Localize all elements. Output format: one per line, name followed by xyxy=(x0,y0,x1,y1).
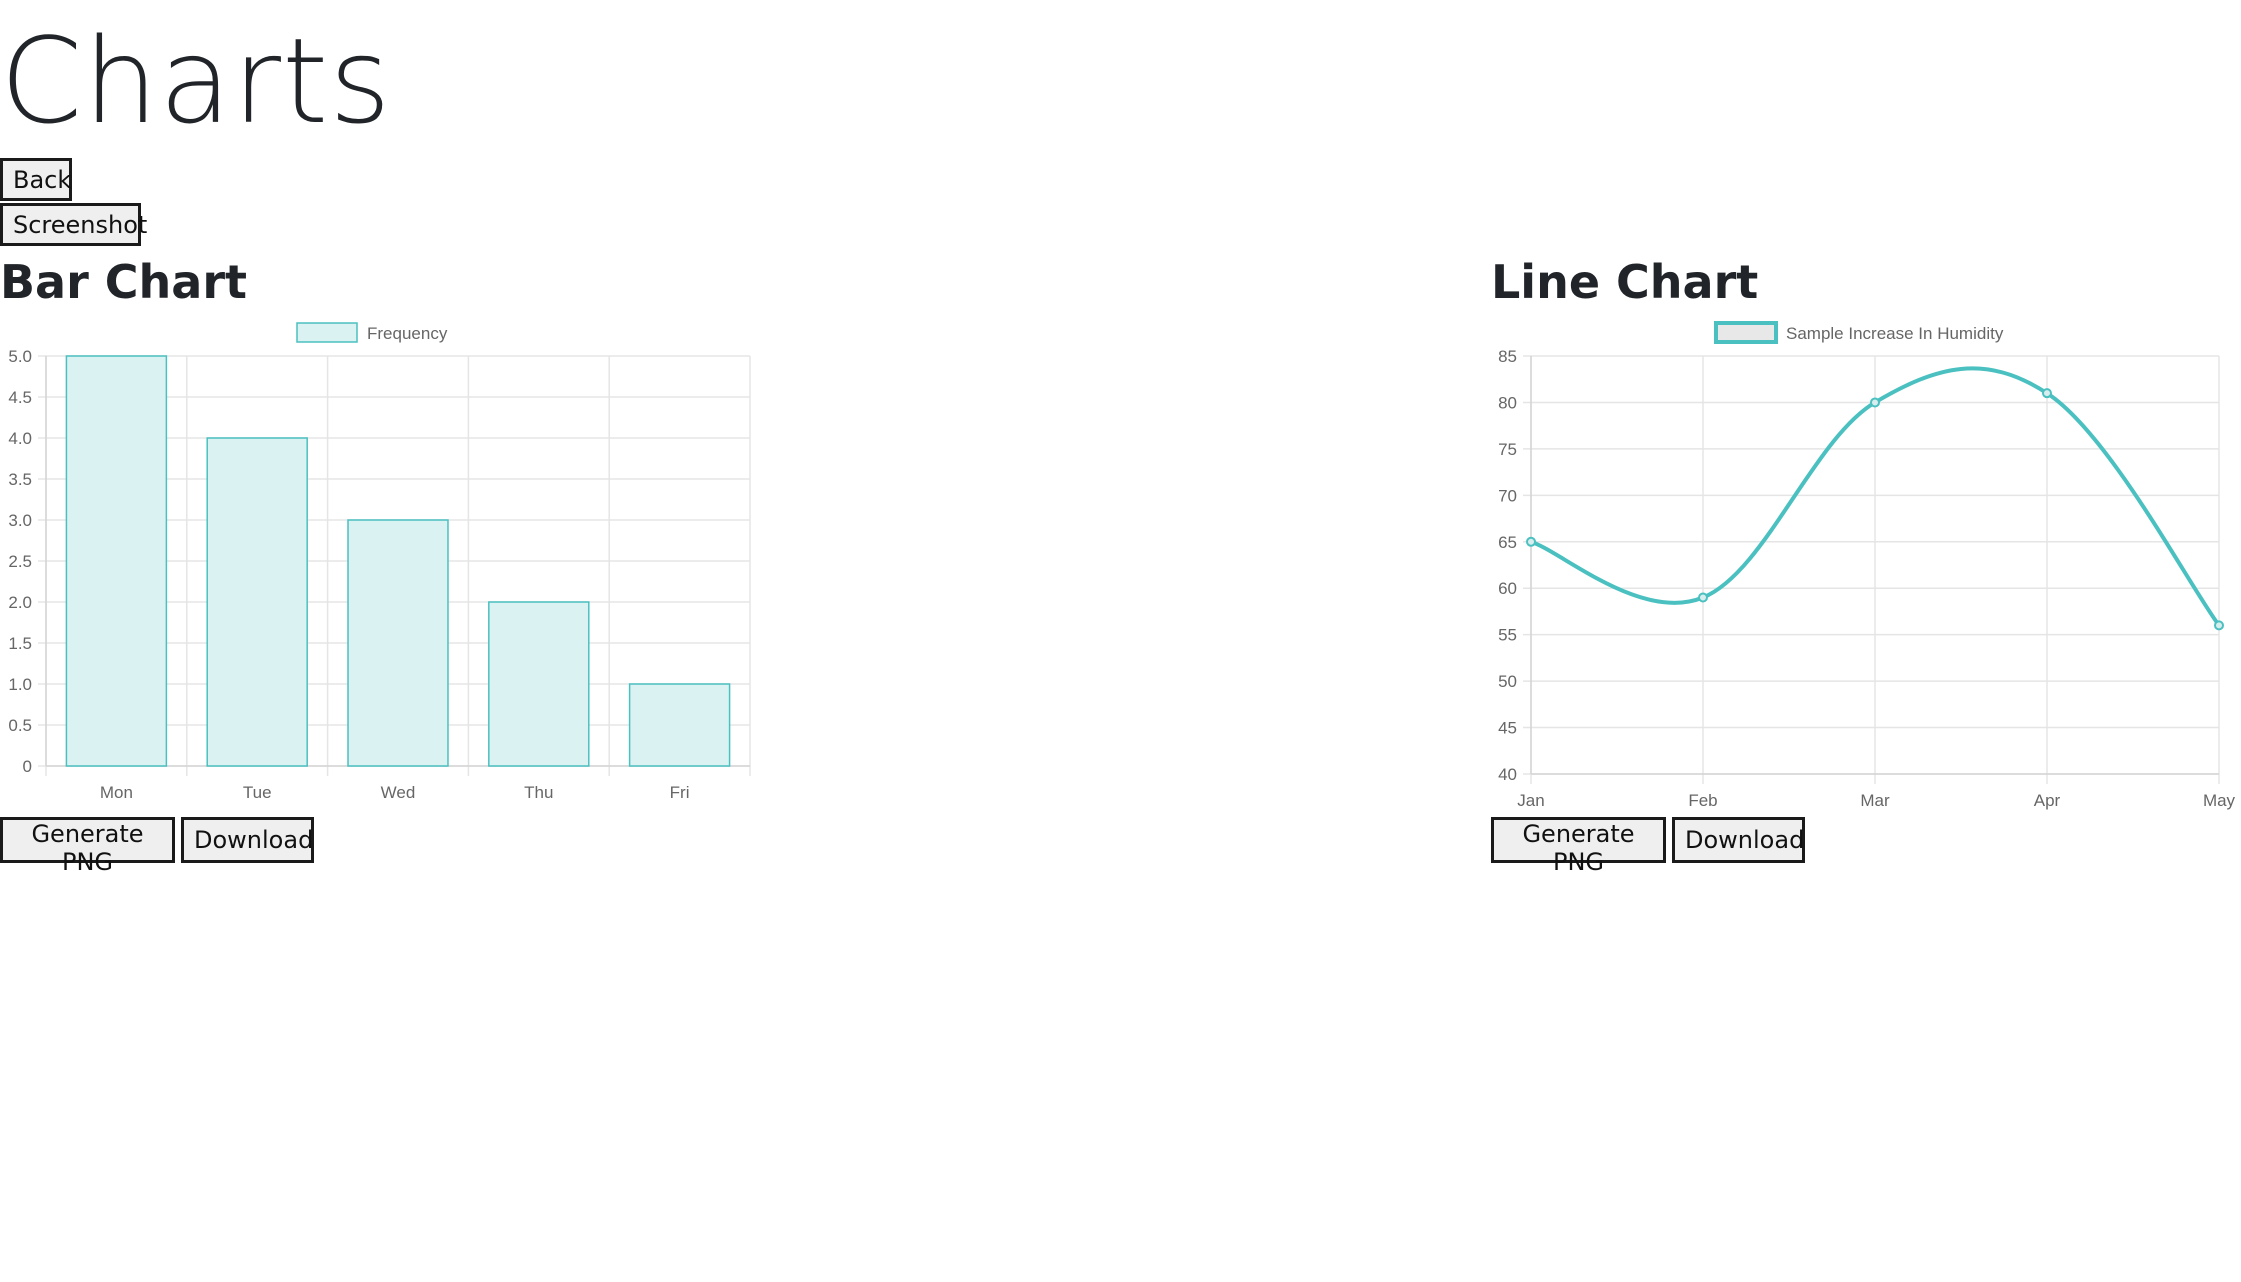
bar xyxy=(488,601,590,767)
y-tick-label: 1.0 xyxy=(8,675,32,694)
line-chart: 40 45 50 55 60 65 70 75 80 85 Jan Feb Mar Apr May Sampl… xyxy=(1498,321,2236,810)
y-tick-label: 45 xyxy=(1498,719,1517,738)
data-point xyxy=(1526,536,1536,547)
y-tick-label: 0 xyxy=(23,757,32,776)
y-tick-label: 85 xyxy=(1498,347,1517,366)
y-tick-label: 3.0 xyxy=(8,511,32,530)
y-tick-label: 2.0 xyxy=(8,593,32,612)
bar-chart: 0 0.5 1.0 1.5 2.0 2.5 3.0 3.5 4.0 4.5 5.0 Mon Tue Wed… xyxy=(8,322,751,802)
y-tick-label: 4.0 xyxy=(8,429,32,448)
bar xyxy=(347,519,449,767)
y-tick-label: 4.5 xyxy=(8,388,32,407)
x-tick-label: Fri xyxy=(670,783,690,802)
x-tick-label: Thu xyxy=(524,783,553,802)
legend-swatch xyxy=(1714,321,1778,344)
x-tick-label: Feb xyxy=(1688,791,1717,810)
legend-label: Sample Increase In Humidity xyxy=(1786,324,2004,343)
bar-download-button[interactable]: Download xyxy=(181,817,314,863)
line-chart-heading: Line Chart xyxy=(1491,255,1759,309)
y-tick-label: 50 xyxy=(1498,672,1517,691)
x-tick-label: Jan xyxy=(1517,791,1544,810)
y-tick-label: 80 xyxy=(1498,393,1517,412)
x-tick-label: Apr xyxy=(2034,791,2061,810)
line-generate-png-button[interactable]: Generate PNG xyxy=(1491,817,1666,876)
x-tick-label: Mar xyxy=(1860,791,1890,810)
y-tick-label: 5.0 xyxy=(8,347,32,366)
page-title: Charts xyxy=(0,12,392,150)
x-tick-label: Wed xyxy=(381,783,416,802)
y-tick-label: 1.5 xyxy=(8,634,32,653)
data-point xyxy=(1870,397,1880,408)
x-tick-label: Mon xyxy=(100,783,133,802)
y-tick-label: 75 xyxy=(1498,440,1517,459)
data-point xyxy=(2042,388,2052,399)
x-tick-label: Tue xyxy=(243,783,272,802)
bar xyxy=(628,683,731,767)
bar-generate-png-button[interactable]: Generate PNG xyxy=(0,817,175,876)
legend-label: Frequency xyxy=(367,324,448,343)
screenshot-button[interactable]: Screenshot xyxy=(0,203,147,246)
bar xyxy=(65,355,168,767)
bar xyxy=(206,437,308,767)
y-tick-label: 55 xyxy=(1498,626,1517,645)
y-tick-label: 40 xyxy=(1498,765,1517,784)
y-tick-label: 60 xyxy=(1498,579,1517,598)
y-tick-label: 70 xyxy=(1498,486,1517,505)
legend-swatch xyxy=(296,322,358,343)
bar-chart-heading: Bar Chart xyxy=(0,255,248,309)
data-point xyxy=(2214,620,2224,631)
back-button[interactable]: Back xyxy=(0,158,72,201)
y-tick-label: 3.5 xyxy=(8,470,32,489)
y-tick-label: 0.5 xyxy=(8,716,32,735)
x-tick-label: May xyxy=(2203,791,2236,810)
y-tick-label: 65 xyxy=(1498,533,1517,552)
y-tick-label: 2.5 xyxy=(8,552,32,571)
data-point xyxy=(1698,592,1708,603)
line-download-button[interactable]: Download xyxy=(1672,817,1805,863)
